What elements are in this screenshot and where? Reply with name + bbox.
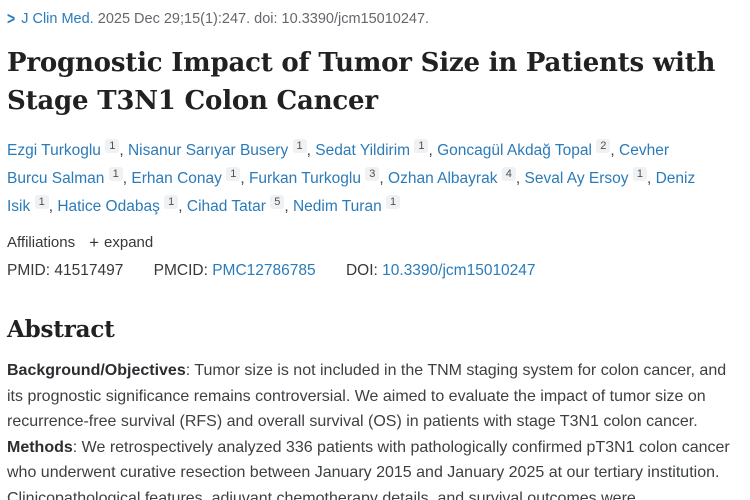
abstract-section-text: : We retrospectively analyzed 336 patien…	[7, 438, 730, 500]
affiliation-superscript[interactable]: 1	[226, 167, 241, 181]
author-list: Ezgi Turkoglu 1, Nisanur Sarıyar Busery …	[7, 137, 707, 221]
author-link[interactable]: Erhan Conay	[131, 170, 222, 187]
pmcid-group: PMCID: PMC12786785	[154, 262, 316, 279]
author-separator: ,	[515, 170, 521, 187]
affiliation-superscript[interactable]: 1	[414, 139, 429, 153]
plus-icon: +	[89, 233, 100, 252]
pmid-value: 41517497	[54, 262, 124, 279]
author-link[interactable]: Cevher Burcu Salman	[7, 142, 669, 187]
affiliations-label: Affiliations	[7, 234, 76, 251]
affiliation-superscript[interactable]: 1	[108, 167, 123, 181]
pmid-label: PMID:	[7, 262, 51, 279]
journal-citation-row: > J Clin Med. 2025 Dec 29;15(1):247. doi…	[7, 8, 742, 29]
affiliation-superscript[interactable]: 5	[270, 195, 285, 209]
author-link[interactable]: Seval Ay Ersoy	[524, 170, 629, 187]
journal-link[interactable]: J Clin Med.	[21, 11, 94, 27]
pmcid-label: PMCID:	[153, 262, 208, 279]
author-link[interactable]: Nisanur Sarıyar Busery	[127, 142, 289, 159]
author-separator: ,	[646, 170, 652, 187]
chevron-right-icon[interactable]: >	[7, 8, 16, 28]
affiliation-superscript[interactable]: 4	[501, 167, 516, 181]
doi-label: DOI:	[345, 262, 378, 279]
identifiers-row: PMID: 41517497 PMCID: PMC12786785 DOI: 1…	[7, 262, 742, 280]
author-link[interactable]: Ezgi Turkoglu	[7, 142, 101, 159]
citation-text: 2025 Dec 29;15(1):247. doi: 10.3390/jcm1…	[97, 11, 430, 27]
author-separator: ,	[240, 170, 245, 187]
affiliation-superscript[interactable]: 3	[365, 167, 380, 181]
affiliation-superscript[interactable]: 2	[596, 139, 611, 153]
author-link[interactable]: Sedat Yildirim	[315, 142, 411, 159]
abstract-section-label: Background/Objectives	[7, 362, 186, 379]
affiliation-superscript[interactable]: 1	[386, 195, 401, 209]
author-separator: ,	[428, 142, 433, 159]
abstract-text: Background/Objectives: Tumor size is not…	[7, 358, 742, 500]
affiliation-superscript[interactable]: 1	[34, 195, 49, 209]
author-link[interactable]: Hatice Odabaş	[57, 198, 160, 215]
author-separator: ,	[119, 142, 124, 159]
author-link[interactable]: Cihad Tatar	[186, 198, 266, 215]
affiliation-superscript[interactable]: 1	[632, 167, 647, 181]
affiliation-superscript[interactable]: 1	[164, 195, 179, 209]
author-separator: ,	[284, 198, 289, 215]
author-separator: ,	[610, 142, 615, 159]
article-title: Prognostic Impact of Tumor Size in Patie…	[7, 48, 716, 116]
expand-affiliations-button[interactable]: + expand	[89, 234, 153, 251]
article-page: > J Clin Med. 2025 Dec 29;15(1):247. doi…	[7, 8, 742, 500]
doi-link[interactable]: 10.3390/jcm15010247	[382, 262, 536, 279]
abstract-heading: Abstract	[7, 316, 115, 343]
pmcid-link[interactable]: PMC12786785	[212, 262, 316, 279]
author-separator: ,	[379, 170, 384, 187]
affiliations-row: Affiliations + expand	[7, 234, 742, 251]
author-link[interactable]: Ozhan Albayrak	[388, 170, 498, 187]
pmid-group: PMID: 41517497	[7, 262, 123, 279]
author-separator: ,	[122, 170, 128, 187]
author-link[interactable]: Deniz Isik	[7, 170, 696, 215]
author-separator: ,	[48, 198, 53, 215]
abstract-section-label: Methods	[7, 438, 73, 456]
abstract-section-text: : Tumor size is not included in the TNM …	[7, 362, 727, 430]
author-separator: ,	[178, 198, 183, 215]
affiliation-superscript[interactable]: 1	[292, 139, 307, 153]
author-link[interactable]: Furkan Turkoglu	[248, 170, 361, 187]
author-link[interactable]: Nedim Turan	[292, 198, 382, 215]
author-separator: ,	[306, 142, 311, 159]
expand-affiliations-label: expand	[104, 234, 154, 251]
author-link[interactable]: Goncagül Akdağ Topal	[437, 142, 592, 159]
doi-group: DOI: 10.3390/jcm15010247	[346, 262, 536, 279]
affiliation-superscript[interactable]: 1	[105, 139, 120, 153]
